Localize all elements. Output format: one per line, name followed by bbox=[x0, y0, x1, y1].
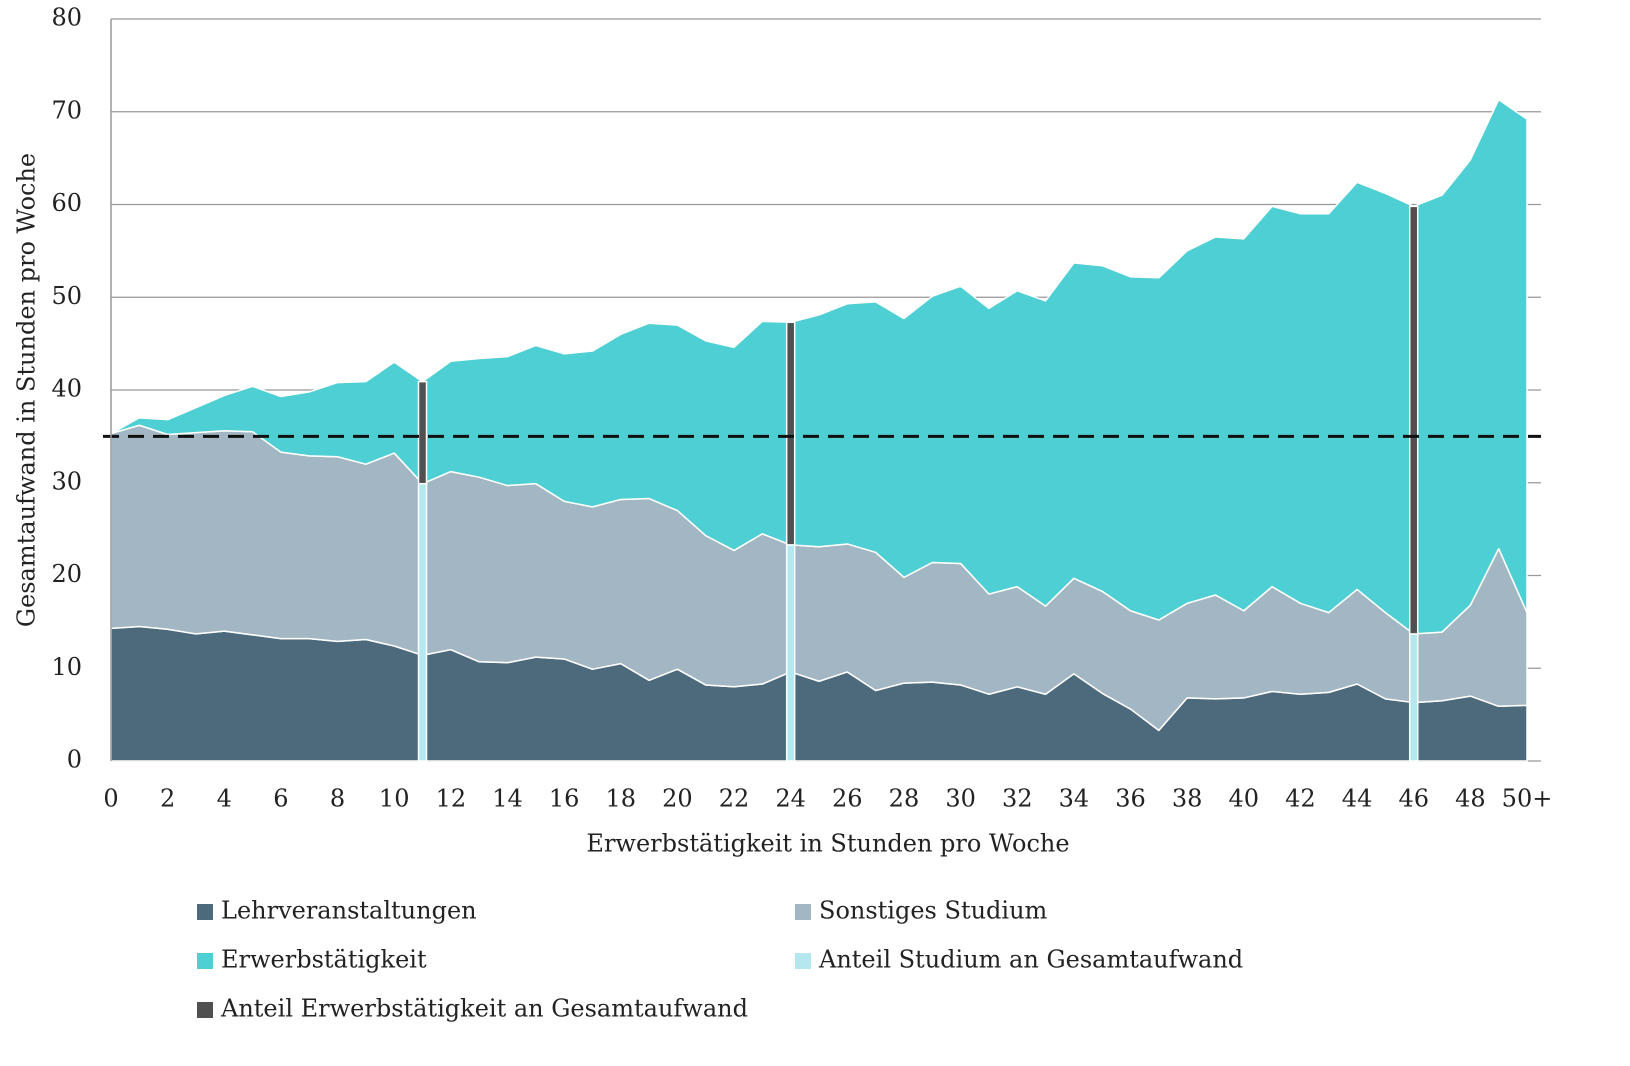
x-tick-label: 42 bbox=[1285, 785, 1316, 813]
x-tick-label: 44 bbox=[1342, 785, 1373, 813]
x-tick-label: 2 bbox=[160, 785, 175, 813]
y-tick-label: 30 bbox=[51, 467, 82, 495]
bar bbox=[417, 482, 428, 762]
y-axis-label: Gesamtaufwand in Stunden pro Woche bbox=[13, 153, 41, 627]
x-tick-label: 30 bbox=[945, 785, 976, 813]
x-tick-label: 46 bbox=[1398, 785, 1429, 813]
bar bbox=[417, 380, 428, 485]
legend-label: Anteil Erwerbstätigkeit an Gesamtaufwand bbox=[220, 995, 748, 1023]
legend-label: Anteil Studium an Gesamtaufwand bbox=[818, 946, 1243, 974]
legend-swatch bbox=[795, 953, 811, 969]
legend-swatch bbox=[197, 953, 213, 969]
legend-swatch bbox=[197, 904, 213, 920]
y-tick-label: 60 bbox=[51, 189, 82, 217]
x-tick-label: 8 bbox=[330, 785, 345, 813]
y-tick-label: 80 bbox=[51, 4, 82, 32]
x-tick-label: 18 bbox=[605, 785, 636, 813]
bar bbox=[1408, 205, 1419, 635]
y-tick-label: 10 bbox=[51, 653, 82, 681]
x-tick-label: 34 bbox=[1059, 785, 1090, 813]
x-tick-label: 50+ bbox=[1502, 785, 1553, 813]
legend-swatch bbox=[795, 904, 811, 920]
x-tick-label: 28 bbox=[889, 785, 920, 813]
x-tick-label: 12 bbox=[436, 785, 467, 813]
bar bbox=[785, 544, 796, 762]
x-tick-label: 48 bbox=[1455, 785, 1486, 813]
x-axis-label: Erwerbstätigkeit in Stunden pro Woche bbox=[586, 830, 1069, 858]
legend-swatch bbox=[197, 1002, 213, 1018]
legend-label: Erwerbstätigkeit bbox=[221, 946, 427, 974]
y-tick-label: 70 bbox=[51, 96, 82, 124]
x-tick-label: 6 bbox=[273, 785, 288, 813]
y-tick-label: 20 bbox=[51, 560, 82, 588]
x-tick-label: 24 bbox=[775, 785, 806, 813]
x-tick-label: 20 bbox=[662, 785, 693, 813]
x-tick-label: 14 bbox=[492, 785, 523, 813]
legend-label: Lehrveranstaltungen bbox=[221, 897, 477, 925]
x-tick-label: 36 bbox=[1115, 785, 1146, 813]
x-tick-label: 0 bbox=[103, 785, 118, 813]
x-tick-label: 26 bbox=[832, 785, 863, 813]
x-tick-label: 38 bbox=[1172, 785, 1203, 813]
x-tick-label: 32 bbox=[1002, 785, 1033, 813]
bar bbox=[785, 321, 796, 546]
x-tick-label: 40 bbox=[1229, 785, 1260, 813]
y-tick-label: 50 bbox=[51, 282, 82, 310]
y-tick-label: 0 bbox=[67, 746, 82, 774]
x-tick-label: 4 bbox=[217, 785, 232, 813]
legend-label: Sonstiges Studium bbox=[819, 897, 1048, 925]
x-tick-label: 22 bbox=[719, 785, 750, 813]
area bbox=[110, 98, 1528, 635]
bar bbox=[1408, 633, 1419, 762]
x-tick-label: 10 bbox=[379, 785, 410, 813]
x-tick-label: 16 bbox=[549, 785, 580, 813]
y-tick-label: 40 bbox=[51, 375, 82, 403]
